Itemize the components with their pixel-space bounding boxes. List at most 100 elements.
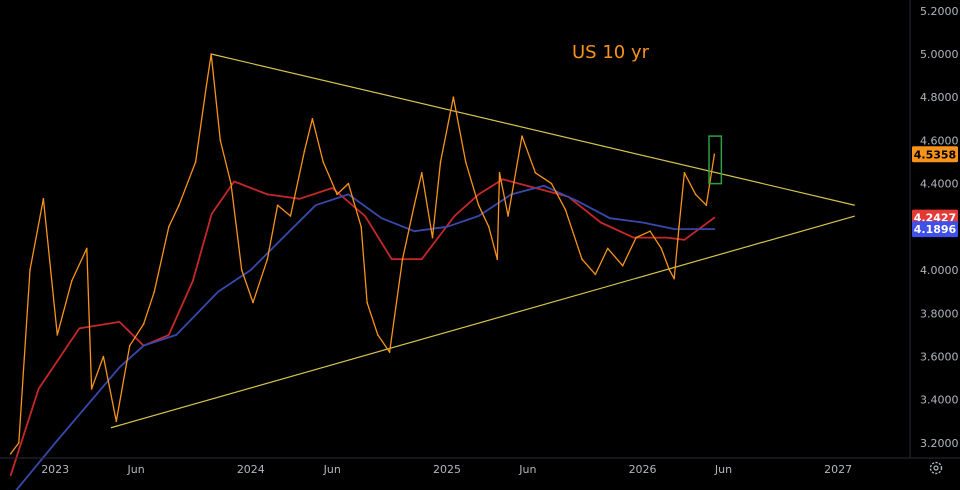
price-line-point: [694, 193, 697, 196]
price-line-point: [673, 277, 675, 280]
price-tag: [912, 146, 958, 163]
y-tick-label: 5.2000: [920, 5, 959, 18]
price-line-point: [439, 161, 442, 163]
price-line-point: [210, 53, 212, 55]
moving-average-blue-point: [609, 217, 611, 219]
price-line-point: [678, 226, 680, 228]
moving-average-blue-point: [54, 442, 56, 444]
moving-average-red-point: [192, 280, 194, 282]
moving-average-blue-point: [576, 200, 578, 202]
price-line-point: [488, 226, 490, 228]
price-line-point: [194, 161, 197, 163]
moving-average-blue-point: [314, 204, 317, 206]
price-line-point: [649, 230, 651, 232]
chart-title: US 10 yr: [572, 42, 650, 63]
y-tick-label: 4.4000: [920, 178, 959, 191]
price-line-point: [496, 258, 499, 261]
price-line-point: [421, 172, 423, 174]
moving-average-blue-point: [477, 215, 480, 217]
price-line-point: [683, 172, 686, 174]
price-line-point: [347, 182, 350, 185]
price-line-point: [178, 204, 180, 206]
y-tick-label: 5.0000: [920, 48, 959, 61]
y-tick-label: 3.8000: [920, 307, 959, 320]
x-tick-label: Jun: [127, 463, 145, 476]
price-tag-label: 4.5358: [914, 148, 956, 161]
price-line-point: [86, 247, 88, 250]
time-axis[interactable]: 2023 Jun 2024 Jun 2025 Jun 2026 Jun 2027: [41, 463, 852, 476]
price-line-point: [142, 323, 145, 325]
price-line-point: [230, 182, 232, 185]
price-line-point: [564, 208, 567, 211]
y-tick-label: 4.0000: [920, 264, 959, 277]
price-line-point: [219, 139, 222, 142]
price-line-point: [266, 258, 269, 261]
moving-average-blue-point: [250, 269, 252, 271]
price-line-point: [336, 193, 338, 196]
price-line-point: [464, 161, 467, 163]
y-tick-label: 3.6000: [920, 350, 959, 363]
moving-average-red-point: [298, 198, 301, 200]
price-line-point: [360, 226, 363, 228]
y-tick-label: 3.2000: [920, 437, 959, 450]
settings-gear-icon[interactable]: [929, 461, 943, 475]
price-line-point: [413, 204, 416, 206]
price-line-point: [452, 96, 455, 98]
moving-average-red-point: [501, 178, 504, 181]
price-line-point: [18, 442, 20, 444]
moving-average-red-point: [600, 221, 602, 224]
price-line-point: [521, 135, 523, 137]
moving-average-red-point: [168, 334, 170, 336]
moving-average-red-point: [9, 474, 12, 477]
moving-average-blue-point: [142, 344, 145, 347]
price-line-point: [153, 290, 156, 293]
price-line-point: [713, 153, 716, 156]
x-tick-label: Jun: [323, 463, 341, 476]
price-line-point: [128, 344, 131, 347]
x-tick-label: 2025: [433, 463, 461, 476]
x-tick-label: 2026: [629, 463, 657, 476]
price-line[interactable]: [10, 53, 716, 455]
price-line-point: [550, 182, 553, 185]
moving-average-blue-point: [347, 193, 350, 196]
moving-average-blue-point: [543, 185, 545, 187]
moving-average-red-point: [713, 216, 716, 219]
price-line-point: [90, 388, 93, 390]
price-line-point: [498, 172, 501, 174]
moving-average-blue-point: [641, 221, 644, 224]
price-line-point: [303, 150, 306, 152]
trendline-lower[interactable]: [110, 215, 855, 429]
moving-average-blue-point: [413, 230, 416, 232]
x-tick-label: 2024: [237, 463, 265, 476]
price-line-point: [102, 355, 105, 358]
moving-average-blue-point: [446, 226, 448, 228]
moving-average-red-point: [665, 236, 668, 239]
trendline-upper[interactable]: [211, 53, 855, 206]
moving-average-red-point: [233, 180, 235, 183]
moving-average-red-point: [421, 258, 423, 261]
moving-average-blue-point: [118, 366, 121, 369]
moving-average-red-point: [37, 388, 40, 390]
price-line-point: [9, 452, 12, 455]
price-line-point: [115, 420, 118, 423]
price-line-point: [311, 118, 314, 120]
price-line-point: [621, 264, 624, 267]
plot-area[interactable]: [9, 53, 855, 490]
moving-average-red-point: [331, 187, 334, 189]
price-line-point: [252, 301, 254, 304]
moving-average-red-point: [118, 321, 121, 323]
price-line-point: [377, 334, 379, 336]
moving-average-red-point: [78, 327, 81, 330]
price-line-point: [668, 269, 671, 271]
price-line-point: [29, 269, 31, 271]
y-tick-label: 4.6000: [920, 134, 959, 147]
price-line-point: [71, 280, 73, 282]
price-line-point: [635, 236, 637, 239]
price-line-point: [534, 172, 537, 174]
price-line-point: [507, 215, 509, 217]
x-tick-label: Jun: [714, 463, 732, 476]
y-tick-label: 4.8000: [920, 91, 959, 104]
price-tag: [912, 221, 958, 238]
moving-average-red-point: [266, 193, 269, 196]
